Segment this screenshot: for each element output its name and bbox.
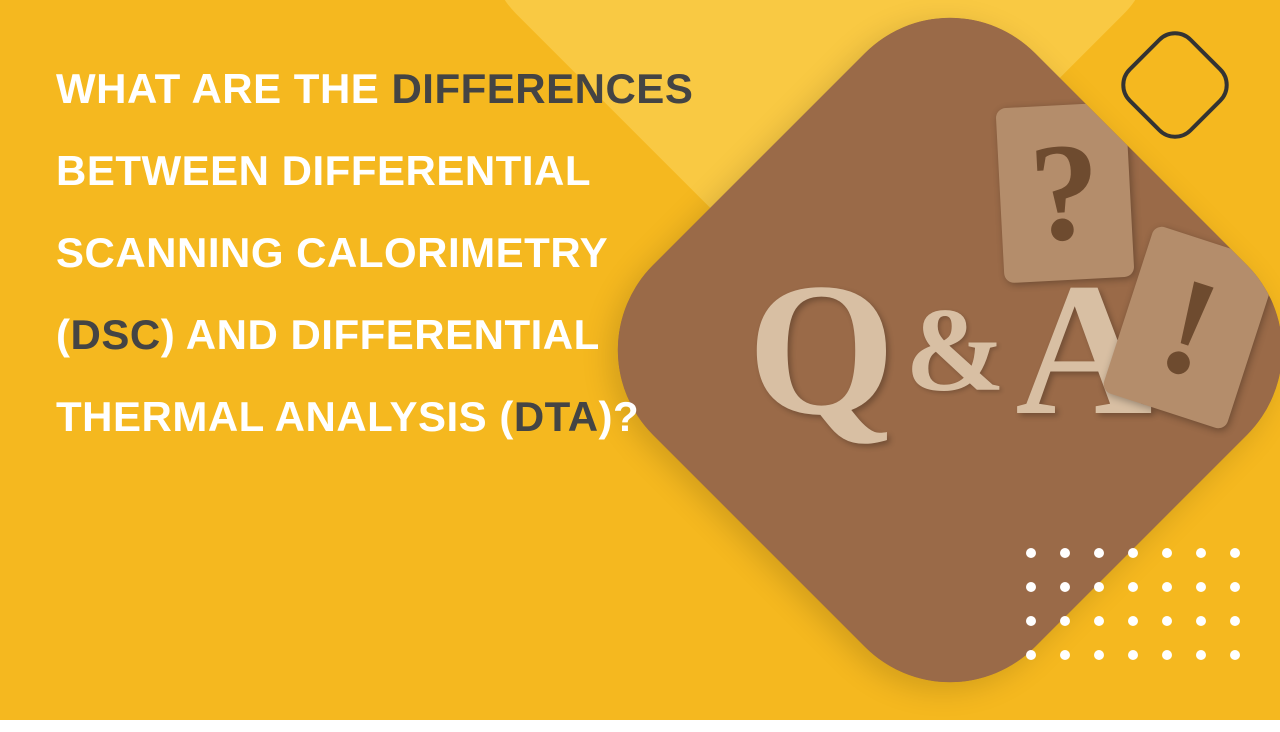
headline-text: WHAT ARE THE DIFFERENCES BETWEEN DIFFERE… <box>56 48 696 457</box>
dot <box>1094 548 1104 558</box>
decorative-dot-grid <box>1026 548 1240 660</box>
dot <box>1230 582 1240 592</box>
headline-segment: DIFFERENCES <box>391 65 693 112</box>
letter-ampersand: & <box>905 281 1005 419</box>
dot <box>1060 582 1070 592</box>
dot <box>1230 548 1240 558</box>
headline-segment: )? <box>599 393 640 440</box>
dot <box>1026 548 1036 558</box>
dot <box>1162 548 1172 558</box>
dot <box>1128 582 1138 592</box>
dot <box>1162 616 1172 626</box>
dot <box>1128 616 1138 626</box>
dot <box>1162 650 1172 660</box>
dot <box>1196 650 1206 660</box>
dot <box>1196 616 1206 626</box>
infographic-canvas: Q & A ? ! WHAT ARE THE DIFFERENCES BETWE… <box>0 0 1280 720</box>
dot <box>1060 616 1070 626</box>
dot <box>1230 616 1240 626</box>
dot <box>1026 582 1036 592</box>
letter-q: Q <box>748 241 896 459</box>
dot <box>1230 650 1240 660</box>
dot <box>1026 650 1036 660</box>
dot <box>1094 650 1104 660</box>
dot <box>1196 582 1206 592</box>
dot <box>1128 650 1138 660</box>
dot <box>1128 548 1138 558</box>
dot <box>1196 548 1206 558</box>
dot <box>1162 582 1172 592</box>
dot <box>1094 616 1104 626</box>
dot <box>1094 582 1104 592</box>
headline-segment: WHAT ARE THE <box>56 65 391 112</box>
headline-segment: DSC <box>71 311 161 358</box>
dot <box>1026 616 1036 626</box>
dot <box>1060 650 1070 660</box>
dot <box>1060 548 1070 558</box>
headline-segment: DTA <box>514 393 599 440</box>
